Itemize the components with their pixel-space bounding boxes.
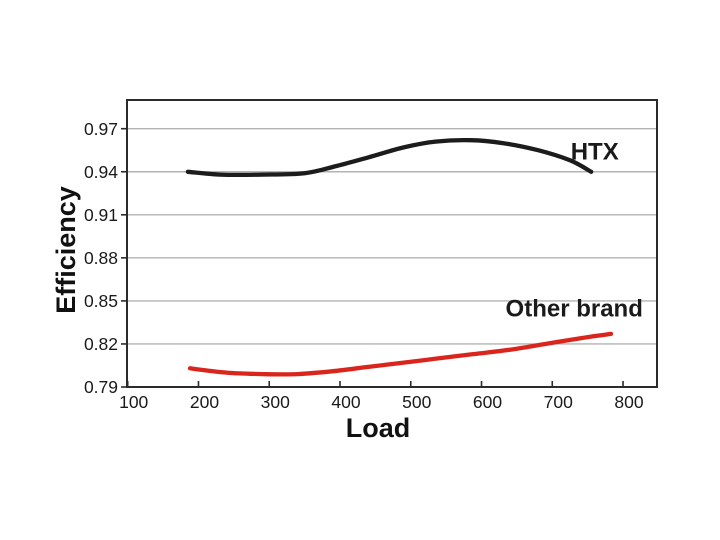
x-tick-label: 400 — [331, 392, 360, 412]
y-tick-label: 0.97 — [84, 119, 118, 139]
series-layer — [185, 137, 614, 377]
x-tick-label: 500 — [402, 392, 431, 412]
x-tick-label: 800 — [614, 392, 643, 412]
x-axis-title: Load — [346, 413, 411, 443]
y-tick-label: 0.88 — [84, 248, 118, 268]
y-tick-label: 0.82 — [84, 334, 118, 354]
y-tick-label: 0.94 — [84, 162, 118, 182]
axis-layer — [121, 99, 658, 388]
x-tick-label: 200 — [190, 392, 219, 412]
y-tick-label: 0.91 — [84, 205, 118, 225]
x-tick-label: 100 — [119, 392, 148, 412]
plot-border — [126, 99, 658, 388]
label-layer: 0.79 0.82 0.85 0.88 0.91 0.94 0.97 100 200 300 400… — [84, 119, 644, 412]
series-label-other-brand: Other brand — [506, 295, 643, 322]
x-tick-label: 300 — [261, 392, 290, 412]
y-tick-label: 0.79 — [84, 377, 118, 397]
y-axis-title: Efficiency — [51, 186, 81, 314]
series-line-htx — [185, 137, 594, 178]
x-tick-label: 700 — [544, 392, 573, 412]
series-label-htx: HTX — [571, 138, 619, 165]
series-line-other-brand — [187, 331, 614, 377]
y-tick-label: 0.85 — [84, 291, 118, 311]
grid-layer — [127, 127, 657, 345]
x-tick-label: 600 — [473, 392, 502, 412]
